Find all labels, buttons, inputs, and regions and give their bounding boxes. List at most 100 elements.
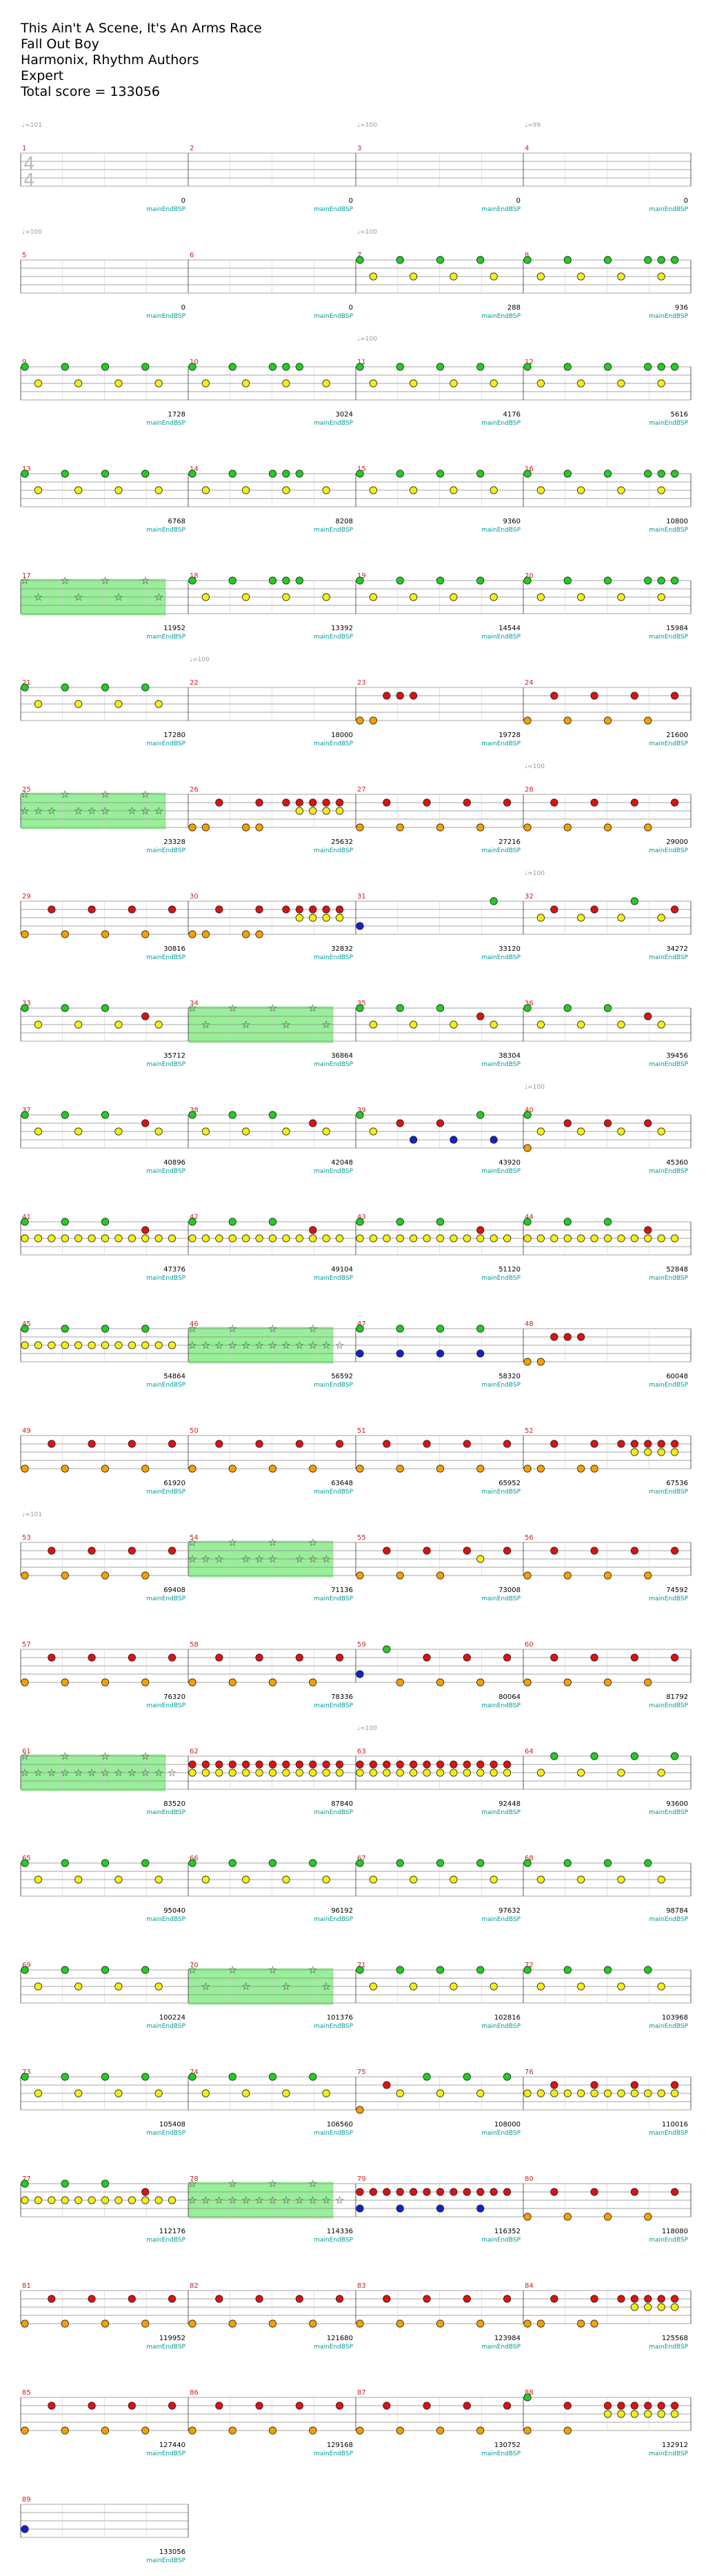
note-yellow [617, 379, 625, 388]
section-label: mainEndBSP [146, 313, 185, 320]
star-note: ☆ [214, 1553, 223, 1565]
note-yellow [410, 593, 418, 601]
note-red [550, 1333, 558, 1341]
note-red [383, 2295, 391, 2303]
note-orange [603, 1571, 612, 1580]
star-note: ☆ [47, 805, 56, 817]
note-yellow [168, 1234, 176, 1242]
measure-score: 34272 [666, 945, 688, 953]
note-yellow [74, 1020, 83, 1029]
note-yellow [590, 1234, 598, 1242]
note-green [21, 2180, 29, 2188]
note-blue [436, 1349, 445, 1358]
measure-score: 116352 [494, 2228, 521, 2235]
star-note: ☆ [34, 805, 43, 817]
note-yellow [536, 486, 545, 494]
note-yellow [450, 272, 458, 281]
measure-score: 3024 [336, 411, 353, 419]
note-green [603, 256, 612, 264]
measure-number: 32 [525, 893, 534, 900]
note-orange [536, 1465, 545, 1473]
measure-77: 77 112176 mainEndBSP [20, 2175, 188, 2244]
section-label: mainEndBSP [314, 2023, 353, 2030]
section-label: mainEndBSP [314, 1596, 353, 1602]
note-orange [21, 1465, 29, 1473]
note-blue [396, 1349, 404, 1358]
star-note: ☆ [308, 1002, 317, 1014]
note-yellow [255, 1769, 263, 1777]
note-yellow [201, 1875, 210, 1884]
note-yellow [463, 1769, 471, 1777]
note-red [168, 1653, 176, 1662]
measure-score: 18000 [331, 732, 353, 739]
note-yellow [201, 2089, 210, 2097]
note-red [48, 1653, 56, 1662]
note-yellow [577, 379, 585, 388]
note-red [617, 2295, 625, 2303]
measure-20: 20 15984 mainEndBSP [523, 572, 692, 641]
note-yellow [322, 2089, 330, 2097]
note-green [356, 1325, 364, 1333]
note-red [550, 2295, 558, 2303]
note-red [141, 1012, 150, 1020]
measure-number: 3 [357, 145, 361, 152]
note-yellow [242, 593, 250, 601]
note-yellow [309, 1234, 317, 1242]
note-red [335, 2402, 344, 2410]
star-note: ☆ [201, 1553, 210, 1565]
note-green [670, 256, 679, 264]
measure-number: 20 [525, 572, 534, 580]
note-yellow [476, 2089, 485, 2097]
note-yellow [34, 1982, 43, 1991]
measure-number: 86 [190, 2389, 199, 2397]
measure-number: 47 [357, 1320, 366, 1328]
note-green [228, 1111, 236, 1119]
note-red [423, 1653, 431, 1662]
note-yellow [369, 1020, 378, 1029]
note-red [550, 1653, 558, 1662]
note-green [423, 2073, 431, 2081]
section-label: mainEndBSP [649, 2451, 688, 2457]
measure-number: 76 [525, 2069, 534, 2076]
note-green [657, 363, 665, 371]
note-red [550, 798, 558, 807]
measure-83: 83 123984 mainEndBSP [355, 2282, 523, 2351]
note-green [141, 1966, 150, 1974]
note-red [463, 798, 471, 807]
note-orange [476, 823, 485, 832]
measure-14: 14 8208 mainEndBSP [188, 465, 356, 534]
note-red [309, 1226, 317, 1234]
note-red [590, 905, 598, 914]
note-red [670, 2188, 679, 2196]
note-green [188, 576, 196, 585]
note-red [128, 1653, 136, 1662]
measure-56: 56 74592 mainEndBSP [523, 1534, 692, 1602]
measure-score: 39456 [666, 1052, 688, 1060]
note-red [215, 2295, 223, 2303]
star-note: ☆ [114, 1767, 123, 1779]
section-label: mainEndBSP [649, 1809, 688, 1816]
note-red [503, 2295, 512, 2303]
note-orange [396, 2426, 404, 2435]
measure-score: 78336 [331, 1693, 353, 1701]
note-yellow [88, 1234, 96, 1242]
note-green [61, 1325, 69, 1333]
star-note: ☆ [241, 1980, 250, 1993]
star-note: ☆ [335, 1339, 344, 1351]
section-label: mainEndBSP [481, 634, 521, 641]
note-red [463, 2295, 471, 2303]
note-yellow [322, 593, 330, 601]
note-yellow [369, 1769, 378, 1777]
measure-number: 5 [22, 252, 26, 259]
note-green [644, 256, 652, 264]
note-red [383, 798, 391, 807]
